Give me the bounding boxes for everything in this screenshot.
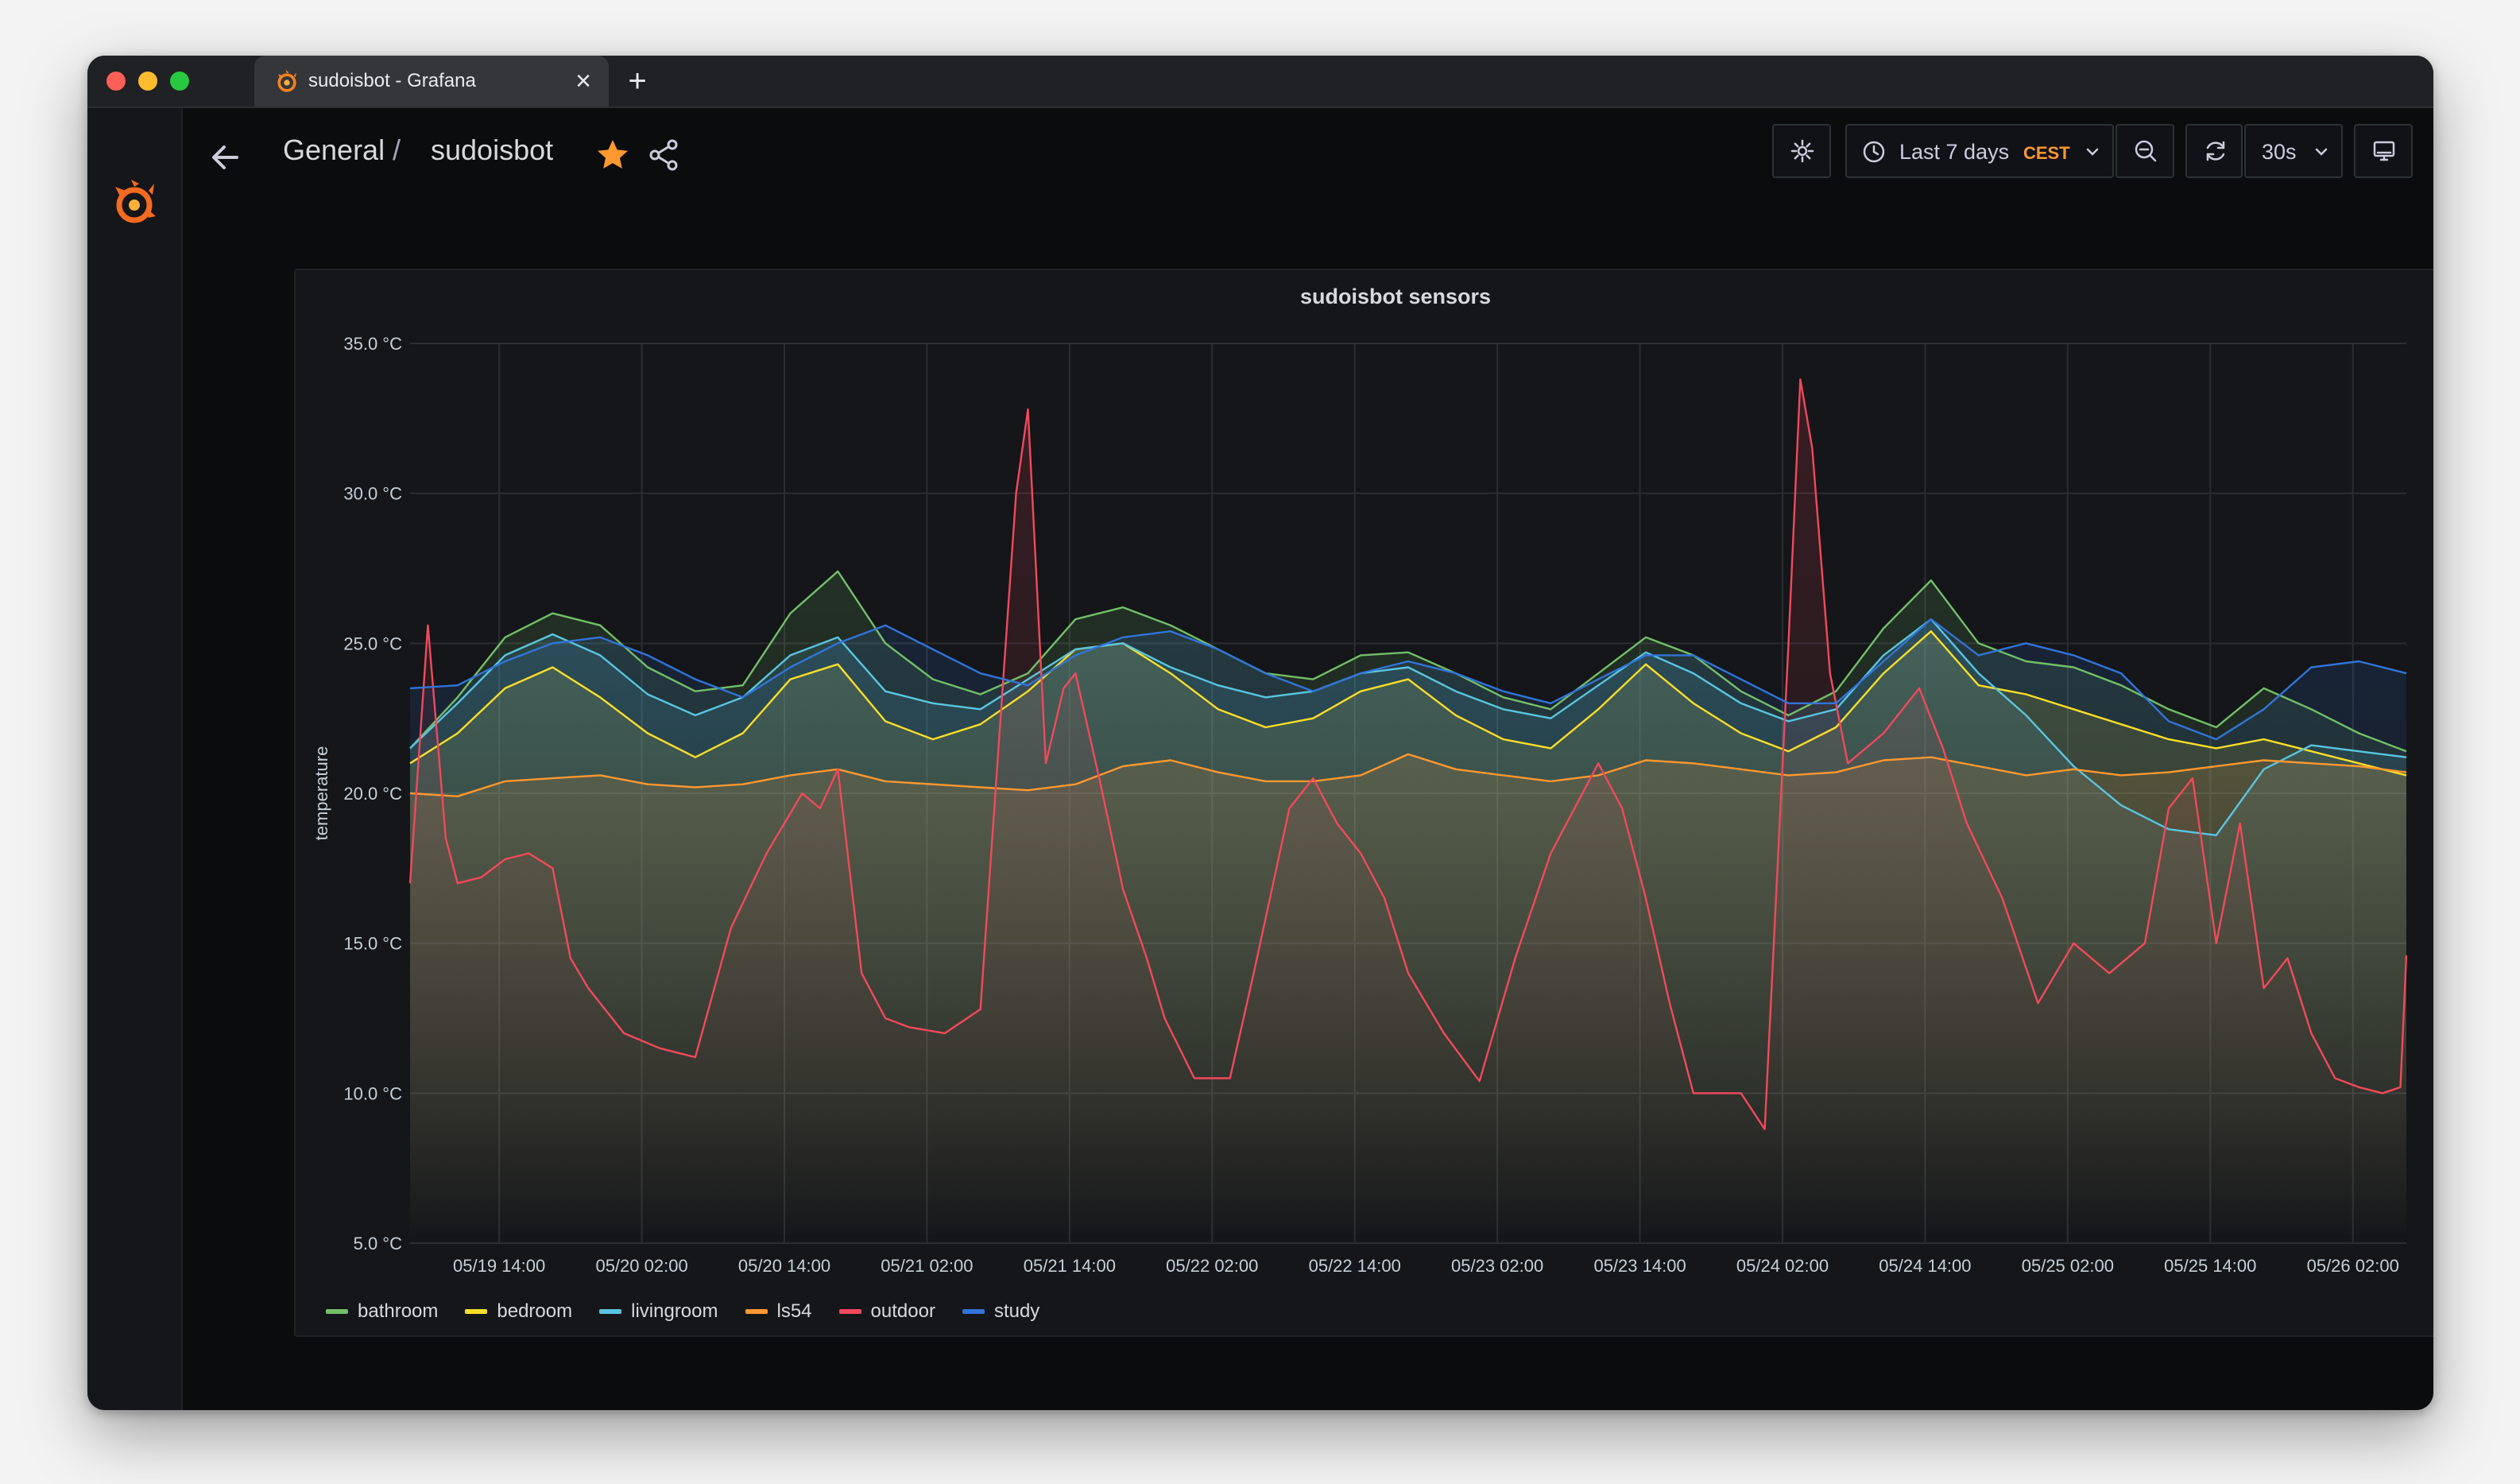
panel-title[interactable]: sudoisbot sensors (1299, 285, 1492, 308)
breadcrumb-separator: / (393, 134, 401, 166)
minimize-window-button[interactable] (138, 72, 157, 91)
series-line-outdoor (408, 378, 2408, 1130)
y-tick-label: 30.0 °C (343, 484, 402, 504)
legend-item-ls54[interactable]: ls54 (745, 1300, 812, 1323)
close-tab-icon[interactable]: × (575, 66, 591, 96)
series-line-study (409, 618, 2407, 741)
x-tick-label: 05/21 02:00 (881, 1256, 973, 1276)
time-picker-button[interactable]: Last 7 days CEST (1845, 124, 2114, 178)
close-window-button[interactable] (106, 72, 126, 91)
timezone-badge: CEST (2023, 143, 2070, 163)
grafana-logo-icon[interactable] (113, 180, 156, 226)
star-icon[interactable] (593, 135, 633, 175)
x-tick-label: 05/24 02:00 (1736, 1256, 1829, 1276)
kiosk-mode-button[interactable] (2354, 124, 2413, 178)
series-line-ls54 (409, 753, 2407, 797)
x-tick-label: 05/23 14:00 (1593, 1256, 1686, 1276)
legend-label: bathroom (358, 1300, 439, 1322)
x-tick-label: 05/20 14:00 (738, 1256, 830, 1276)
x-tick-label: 05/25 02:00 (2022, 1256, 2114, 1276)
x-tick-label: 05/22 02:00 (1166, 1256, 1258, 1276)
legend-item-outdoor[interactable]: outdoor (838, 1300, 935, 1323)
monitor-icon (2373, 141, 2395, 161)
legend-item-study[interactable]: study (962, 1300, 1039, 1323)
chevron-down-icon (2315, 148, 2328, 156)
maximize-window-button[interactable] (170, 72, 189, 91)
series-area-study (410, 619, 2406, 1243)
new-tab-button[interactable]: + (628, 64, 647, 99)
browser-titlebar: sudoisbot - Grafana × + (87, 56, 2433, 108)
browser-window: sudoisbot - Grafana × + General / sudois… (87, 56, 2433, 1410)
x-tick-label: 05/25 14:00 (2164, 1256, 2256, 1276)
legend-item-bathroom[interactable]: bathroom (326, 1300, 438, 1323)
x-tick-label: 05/20 02:00 (595, 1256, 687, 1276)
breadcrumb-folder[interactable]: General (283, 134, 385, 166)
dashboard-title[interactable]: sudoisbot (431, 134, 554, 166)
series-line-bedroom (409, 630, 2407, 777)
legend-swatch (838, 1309, 861, 1314)
series-line-bathroom (409, 570, 2407, 753)
share-icon[interactable] (645, 137, 682, 173)
tab-title: sudoisbot - Grafana (308, 70, 476, 91)
x-tick-label: 05/19 14:00 (453, 1256, 545, 1276)
sync-icon (2206, 141, 2225, 161)
legend-label: livingroom (631, 1300, 718, 1322)
legend-label: ls54 (776, 1300, 812, 1322)
y-axis-label: temperature (312, 746, 331, 841)
legend-swatch (962, 1309, 985, 1314)
x-tick-label: 05/22 14:00 (1309, 1256, 1401, 1276)
grafana-favicon-icon (277, 70, 296, 92)
x-tick-label: 05/26 02:00 (2307, 1256, 2399, 1276)
y-tick-label: 10.0 °C (343, 1083, 402, 1103)
legend-item-livingroom[interactable]: livingroom (599, 1300, 718, 1323)
refresh-button[interactable] (2185, 124, 2243, 178)
side-menu (87, 108, 183, 1410)
legend-swatch (599, 1309, 622, 1314)
graph-panel[interactable]: sudoisbot sensors 5.0 °C 10.0 °C 15.0 °C 20… (294, 269, 2433, 1337)
cog-icon (1790, 139, 1814, 163)
temperature-chart[interactable]: 5.0 °C 10.0 °C 15.0 °C 20.0 °C 25.0 °C 30.0 °… (296, 270, 2433, 1288)
legend-label: bedroom (497, 1300, 573, 1322)
y-tick-label: 25.0 °C (343, 634, 402, 653)
legend-label: outdoor (870, 1300, 935, 1322)
refresh-interval-picker[interactable]: 30s (2244, 124, 2343, 178)
legend-item-bedroom[interactable]: bedroom (465, 1300, 572, 1323)
y-tick-label: 5.0 °C (354, 1234, 402, 1253)
zoom-out-icon (2135, 140, 2157, 162)
refresh-interval-label: 30s (2262, 140, 2297, 164)
time-range-label: Last 7 days (1899, 140, 2010, 164)
x-tick-label: 05/21 14:00 (1024, 1256, 1116, 1276)
clock-icon (1863, 141, 1885, 163)
x-tick-label: 05/23 02:00 (1451, 1256, 1543, 1276)
y-tick-label: 20.0 °C (343, 784, 402, 804)
dashboard-settings-button[interactable] (1772, 124, 1831, 178)
zoom-out-button[interactable] (2115, 124, 2174, 178)
x-tick-label: 05/24 14:00 (1879, 1256, 1971, 1276)
legend-swatch (465, 1309, 488, 1314)
y-tick-label: 35.0 °C (343, 334, 402, 354)
browser-tab[interactable]: sudoisbot - Grafana × (254, 56, 609, 107)
chart-legend: bathroom bedroom livingroom ls54 outdoor stud… (326, 1296, 1039, 1327)
y-tick-label: 15.0 °C (343, 934, 402, 954)
legend-swatch (745, 1309, 768, 1314)
legend-label: study (993, 1300, 1040, 1322)
legend-swatch (326, 1309, 348, 1314)
chevron-down-icon (2086, 148, 2099, 156)
arrow-left-icon[interactable] (207, 138, 245, 176)
